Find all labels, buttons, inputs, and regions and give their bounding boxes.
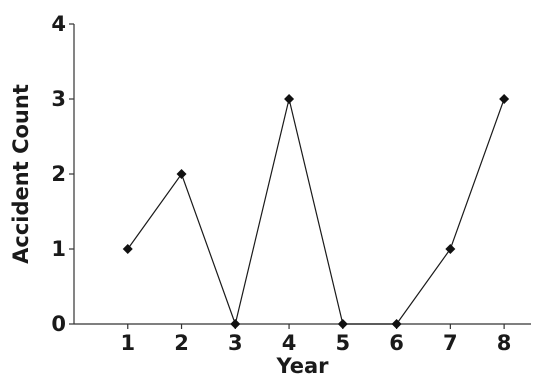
axes xyxy=(73,24,531,325)
y-ticks: 0 1 2 3 4 xyxy=(51,12,74,336)
x-tick-label: 6 xyxy=(389,331,404,355)
y-tick-label: 2 xyxy=(51,162,66,186)
x-axis-title: Year xyxy=(275,354,329,378)
series-layer xyxy=(127,98,505,327)
points-layer xyxy=(122,94,510,329)
y-axis-title: Accident Count xyxy=(9,84,33,264)
x-tick-label: 2 xyxy=(174,331,189,355)
x-tick-label: 5 xyxy=(336,331,351,355)
x-ticks: 1 2 3 4 5 6 7 8 xyxy=(120,324,511,355)
x-tick-label: 3 xyxy=(228,331,243,355)
y-tick-label: 3 xyxy=(51,87,66,111)
y-tick-label: 1 xyxy=(51,237,66,261)
y-tick-label: 0 xyxy=(51,312,66,336)
y-tick-label: 4 xyxy=(51,12,66,36)
x-tick-label: 1 xyxy=(120,331,135,355)
x-tick-label: 7 xyxy=(443,331,458,355)
data-point xyxy=(122,244,133,254)
series-line xyxy=(127,98,505,327)
x-tick-label: 8 xyxy=(497,331,512,355)
data-point xyxy=(230,319,241,329)
data-point xyxy=(176,169,187,179)
data-point xyxy=(284,94,295,104)
data-point xyxy=(337,319,348,329)
data-point xyxy=(391,319,402,329)
x-tick-label: 4 xyxy=(282,331,297,355)
data-point xyxy=(499,94,510,104)
data-point xyxy=(445,244,456,254)
